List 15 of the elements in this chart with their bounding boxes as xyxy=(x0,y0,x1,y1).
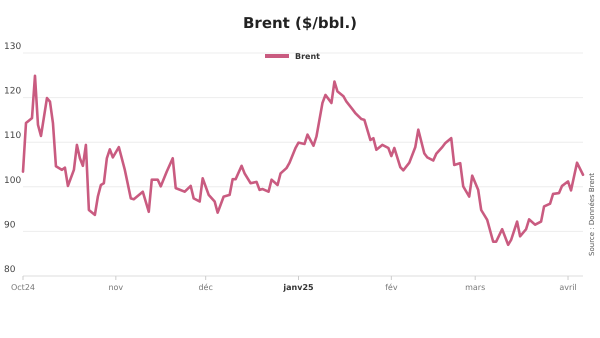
x-tick-label: déc xyxy=(198,283,213,292)
y-tick-label: 90 xyxy=(4,220,16,230)
chart-title: Brent ($/bbl.) xyxy=(242,14,358,32)
y-tick-label: 130 xyxy=(4,42,22,52)
x-tick-label: avril xyxy=(559,283,577,292)
x-tick-label: fév xyxy=(385,283,398,292)
y-tick-label: 120 xyxy=(4,86,22,97)
x-tick-label: mars xyxy=(465,283,486,292)
x-tick-label: Oct24 xyxy=(10,283,36,292)
x-tick-label: nov xyxy=(108,283,124,292)
y-tick-label: 110 xyxy=(4,131,22,142)
legend-label: Brent xyxy=(295,52,320,61)
y-tick-label: 80 xyxy=(4,265,16,275)
x-tick-label: janv25 xyxy=(282,283,314,292)
y-tick-label: 100 xyxy=(4,176,22,186)
